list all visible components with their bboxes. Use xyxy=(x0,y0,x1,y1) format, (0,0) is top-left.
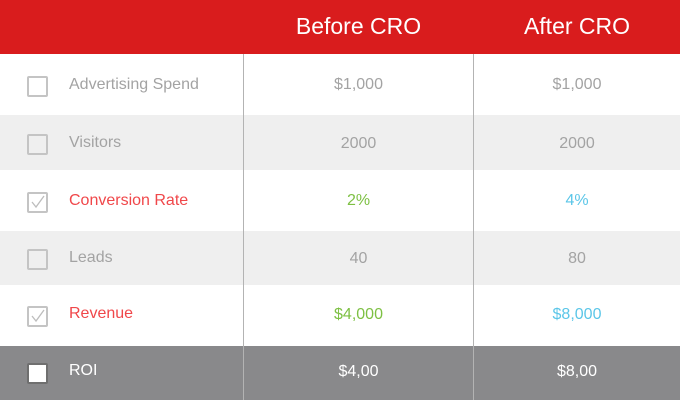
table-row-visitors: Visitors 2000 2000 xyxy=(0,115,680,170)
checkbox-advertising-spend[interactable] xyxy=(27,76,48,97)
column-divider xyxy=(243,54,244,400)
after-value: 2000 xyxy=(559,135,595,152)
row-label: ROI xyxy=(69,362,98,379)
before-value: 2% xyxy=(346,192,371,209)
after-value: $1,000 xyxy=(552,76,602,93)
table-row-conversion-rate: Conversion Rate 2% 4% xyxy=(0,170,680,231)
table-row-revenue: Revenue $4,000 $8,000 xyxy=(0,285,680,346)
before-value: $4,00 xyxy=(338,363,379,380)
checkbox-leads[interactable] xyxy=(27,249,48,270)
table-row-advertising-spend: Advertising Spend $1,000 $1,000 xyxy=(0,54,680,115)
checkbox-visitors[interactable] xyxy=(27,134,48,155)
before-value: $1,000 xyxy=(334,76,383,93)
table-row-leads: Leads 40 80 xyxy=(0,231,680,285)
after-value: $8,000 xyxy=(552,306,602,323)
checkbox-roi[interactable] xyxy=(27,363,48,384)
row-label: Revenue xyxy=(69,305,134,322)
before-value: $4,000 xyxy=(334,306,383,323)
before-value: 2000 xyxy=(340,135,377,152)
before-value: 40 xyxy=(349,250,368,267)
after-value: $8,00 xyxy=(556,363,598,380)
row-label: Visitors xyxy=(69,134,122,151)
table-row-roi-total: ROI $4,00 $8,00 xyxy=(0,346,680,400)
row-label: Leads xyxy=(69,249,113,266)
checkbox-conversion-rate-checked[interactable] xyxy=(27,192,48,213)
table-header: Before CRO After CRO xyxy=(0,0,680,54)
after-value: 4% xyxy=(565,192,589,209)
row-label: Advertising Spend xyxy=(69,76,199,93)
column-divider xyxy=(473,54,474,400)
row-label: Conversion Rate xyxy=(69,192,189,209)
checkmark-icon xyxy=(31,309,45,323)
checkbox-revenue-checked[interactable] xyxy=(27,306,48,327)
column-header-after-cro: After CRO xyxy=(523,13,631,39)
column-header-before-cro: Before CRO xyxy=(295,13,422,39)
checkmark-icon xyxy=(31,195,45,209)
after-value: 80 xyxy=(568,250,586,267)
